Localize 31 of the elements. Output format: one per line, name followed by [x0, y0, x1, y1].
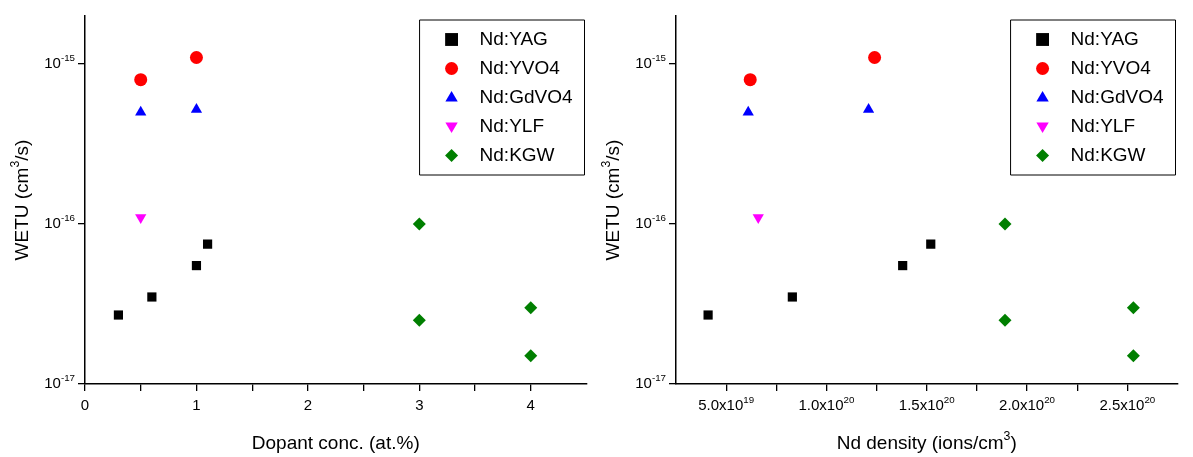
legend-label: Nd:GdVO4 [479, 85, 573, 107]
point [134, 73, 148, 87]
point [147, 292, 157, 302]
legend-label: Nd:YVO4 [479, 56, 561, 78]
x-axis-title: Dopant conc. (at.%) [251, 432, 420, 454]
point [524, 301, 538, 315]
legend-label: Nd:KGW [1070, 143, 1146, 165]
x-tick-label: 2 [303, 396, 313, 414]
point [202, 239, 213, 249]
x-tick-label: 3 [415, 396, 424, 414]
legend-label: Nd:YVO4 [1070, 56, 1152, 78]
legend-label: Nd:YAG [1070, 27, 1139, 49]
legend-label: Nd:YLF [1070, 114, 1135, 136]
point [135, 105, 147, 116]
legend-label: Nd:KGW [479, 143, 555, 165]
legend-label: Nd:YLF [479, 114, 544, 136]
point [191, 261, 202, 271]
point [135, 214, 147, 224]
point [189, 51, 203, 65]
point [524, 349, 538, 363]
point [412, 217, 426, 231]
y-axis-title: WETU (cm3/s) [598, 139, 624, 261]
point [190, 103, 203, 113]
x-tick-label: 0 [80, 396, 90, 414]
legend-label: Nd:YAG [479, 27, 548, 49]
x-tick-label: 4 [526, 396, 535, 414]
x-tick-label: 1 [192, 396, 201, 414]
y-axis-title: WETU (cm3/s) [7, 139, 33, 261]
point [412, 313, 426, 327]
point [113, 310, 124, 320]
legend-label: Nd:GdVO4 [1070, 85, 1164, 107]
